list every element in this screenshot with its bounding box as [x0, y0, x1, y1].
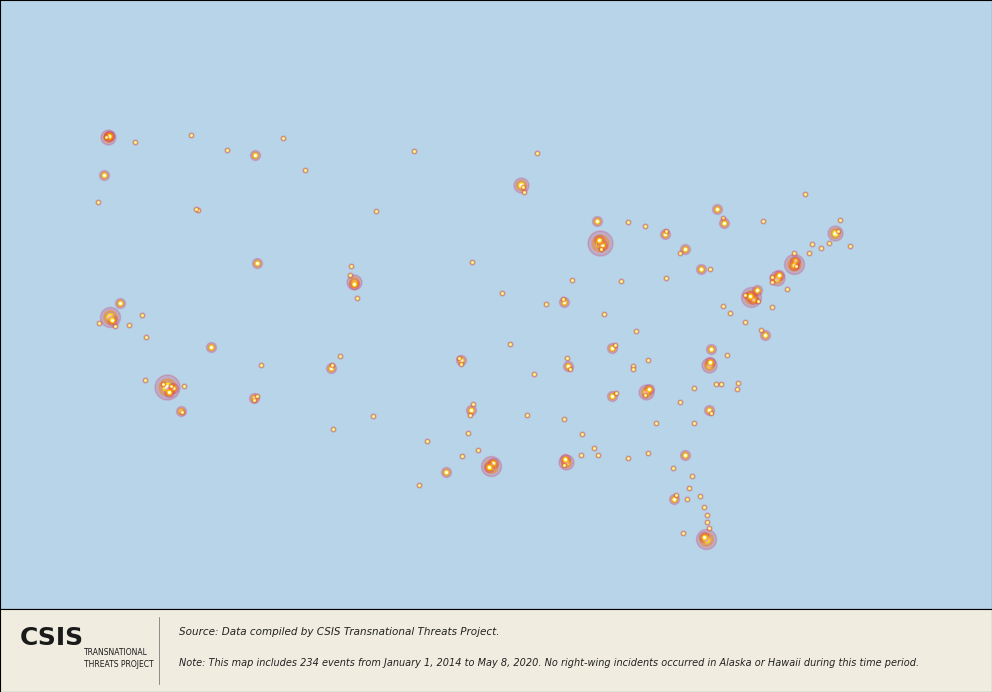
Text: CSIS: CSIS — [20, 626, 84, 650]
Text: TRANSNATIONAL
THREATS PROJECT: TRANSNATIONAL THREATS PROJECT — [84, 648, 154, 669]
Text: Note: This map includes 234 events from January 1, 2014 to May 8, 2020. No right: Note: This map includes 234 events from … — [179, 658, 919, 668]
Text: Source: Data compiled by CSIS Transnational Threats Project.: Source: Data compiled by CSIS Transnatio… — [179, 627, 499, 637]
